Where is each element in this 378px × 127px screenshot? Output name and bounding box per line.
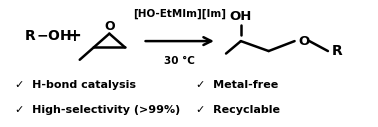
Text: $\mathbf{R}$: $\mathbf{R}$ (331, 44, 343, 58)
Text: O: O (298, 35, 310, 48)
Text: ✓  Metal-free: ✓ Metal-free (197, 80, 279, 90)
Text: O: O (104, 20, 115, 33)
Text: ✓  High-selectivity (>99%): ✓ High-selectivity (>99%) (15, 105, 180, 115)
Text: $\mathbf{-OH}$: $\mathbf{-OH}$ (36, 29, 72, 43)
Text: $\mathbf{+}$: $\mathbf{+}$ (67, 27, 81, 45)
Text: [HO-EtMIm][Im]: [HO-EtMIm][Im] (133, 9, 226, 19)
Text: $\mathbf{R}$: $\mathbf{R}$ (23, 29, 36, 43)
Text: 30 °C: 30 °C (164, 56, 195, 66)
Text: OH: OH (230, 10, 252, 23)
Text: ✓  H-bond catalysis: ✓ H-bond catalysis (15, 80, 136, 90)
Text: ✓  Recyclable: ✓ Recyclable (197, 105, 280, 115)
